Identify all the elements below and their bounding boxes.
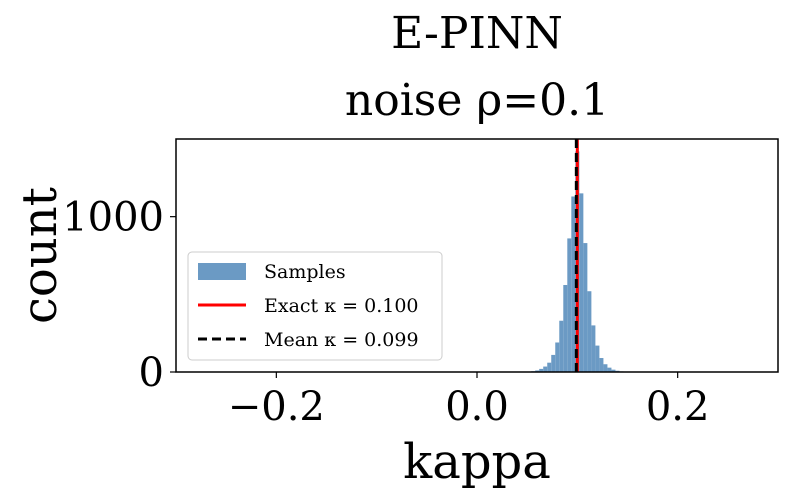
y-axis-label: count [12, 187, 68, 324]
legend-label: Exact κ = 0.100 [264, 295, 419, 317]
x-tick-label: 0.2 [646, 384, 710, 430]
histogram-bar [571, 196, 576, 372]
histogram-bar [611, 369, 616, 372]
histogram-bar [535, 370, 540, 372]
y-tick-label: 0 [139, 350, 164, 396]
histogram-bar [591, 325, 596, 372]
histogram-bar [551, 354, 556, 372]
histogram-bar [579, 193, 584, 372]
legend-label: Mean κ = 0.099 [264, 329, 419, 351]
legend-label: Samples [264, 261, 346, 283]
histogram-bar [567, 238, 572, 372]
legend-box [187, 251, 443, 361]
histogram-bar [555, 342, 560, 372]
chart-title: E-PINN [391, 8, 563, 59]
histogram-bar [595, 345, 600, 372]
histogram-bar [599, 358, 604, 372]
histogram-bar [583, 243, 588, 372]
x-tick-label: −0.2 [228, 384, 325, 430]
histogram-bar [559, 320, 564, 372]
histogram-bar [543, 366, 548, 372]
x-axis-label: kappa [403, 434, 551, 490]
histogram-bar [547, 362, 552, 372]
histogram-bar [603, 364, 608, 372]
chart-subtitle: noise ρ=0.1 [344, 75, 610, 126]
y-tick-label: 1000 [62, 195, 164, 241]
histogram-bar [563, 285, 568, 372]
histogram-bar [539, 368, 544, 372]
x-tick-label: 0.0 [445, 384, 509, 430]
legend-swatch-samples [198, 263, 246, 280]
histogram-bar [587, 291, 592, 372]
histogram-bar [607, 367, 612, 372]
